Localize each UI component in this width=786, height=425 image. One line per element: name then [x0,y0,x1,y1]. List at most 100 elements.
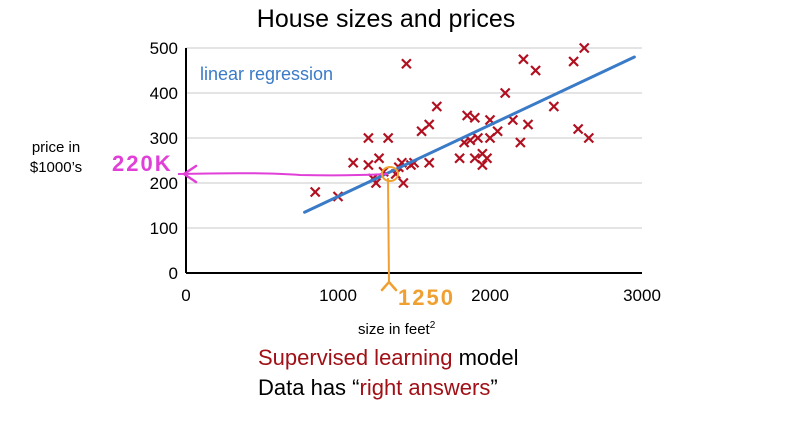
annotation-220k-arrow [181,164,198,184]
data-point [454,152,465,164]
data-point-stroke [530,65,541,76]
annotation-220k-line [177,172,389,177]
y-tick-label: 500 [150,39,178,58]
data-point-stroke [309,186,321,198]
data-point-stroke [398,177,409,189]
data-point-stroke [477,159,488,171]
annotation-1250-line [387,177,390,284]
data-point-stroke [464,134,476,146]
data-point-stroke [507,114,519,126]
y-axis-label-line1: price in [32,139,80,156]
data-point-stroke [390,168,402,180]
data-point-stroke [477,148,488,160]
y-tick-label: 0 [169,264,178,283]
data-point-stroke [423,119,435,130]
caption-supervised-learning: Supervised learning [258,345,453,370]
data-point-stroke [548,101,560,112]
data-point [347,157,359,169]
data-point [492,125,503,137]
data-point [477,159,488,171]
caption-line-2: Data has “right answers” [258,375,498,401]
data-point-stroke [461,110,473,121]
data-point-stroke [481,152,493,164]
caption-data-has: Data has “ [258,375,360,400]
data-point [518,53,529,65]
data-point [548,101,560,112]
data-point-stroke [363,159,374,171]
data-point-stroke [568,56,579,67]
data-point-stroke [382,132,394,144]
data-point-stroke [469,112,481,124]
data-point [382,132,394,144]
chart-title: House sizes and prices [257,5,515,33]
data-points [309,42,595,202]
annotation-1250-arrow [380,280,398,292]
regression-label: linear regression [200,64,333,84]
data-point-stroke [484,114,496,126]
data-point [522,119,534,130]
data-point [572,123,584,135]
y-tick-label: 300 [150,129,178,148]
data-point-stroke [578,42,590,54]
x-tick-label: 1000 [319,286,357,305]
data-point [530,65,541,76]
annotation-1250: 1250 [380,166,455,310]
data-point [431,101,443,112]
data-point [461,110,473,121]
regression-line [303,55,636,214]
caption-close-quote: ” [490,375,498,400]
data-point-stroke [492,125,503,137]
data-point-stroke [518,53,529,65]
y-tick-label: 400 [150,84,178,103]
data-point-stroke [469,152,481,164]
data-point-stroke [499,87,511,99]
data-point [481,152,493,164]
data-point [499,87,511,99]
caption-model: model [452,345,519,370]
data-point-stroke [401,58,412,70]
data-point-stroke [373,152,385,164]
y-tick-label: 200 [150,174,178,193]
data-point [373,152,385,164]
data-point-stroke [370,177,382,189]
y-axis-label-line2: $1000’s [30,159,82,176]
caption-line-1: Supervised learning model [258,345,519,371]
data-point [423,119,435,130]
data-point [515,137,526,148]
data-point [363,132,374,144]
grid-lines [186,47,642,229]
data-point [583,132,595,144]
y-tick-label: 100 [150,219,178,238]
data-point [401,58,412,70]
x-tick-label: 3000 [623,286,661,305]
data-point [578,42,590,54]
data-point-stroke [363,132,374,144]
x-tick-labels: 0 1000 2000 3000 [181,286,661,305]
x-tick-label: 2000 [471,286,509,305]
x-tick-label: 0 [181,286,190,305]
data-point-stroke [347,157,359,169]
data-point [423,157,435,169]
data-point [472,132,484,144]
x-axis-label-text: size in feet [358,321,431,338]
data-point-stroke [522,119,534,130]
annotation-220k-label: 220K [112,151,173,176]
y-tick-labels: 0 100 200 300 400 500 [150,39,178,283]
data-point [398,177,409,189]
data-point-stroke [583,132,595,144]
data-point-stroke [454,152,465,164]
data-point-stroke [423,157,435,169]
annotation-1250-label: 1250 [398,285,455,310]
data-point [469,112,481,124]
annotation-220k: 220K [112,151,389,184]
data-point [363,159,374,171]
data-point [568,56,579,67]
annotation-1250-circle [381,166,399,182]
data-point-stroke [396,157,408,169]
data-point-stroke [515,137,526,148]
data-point-stroke [572,123,584,135]
data-point-stroke [472,132,484,144]
data-point-stroke [458,137,470,148]
x-axis-label: size in feet2 [358,320,436,338]
